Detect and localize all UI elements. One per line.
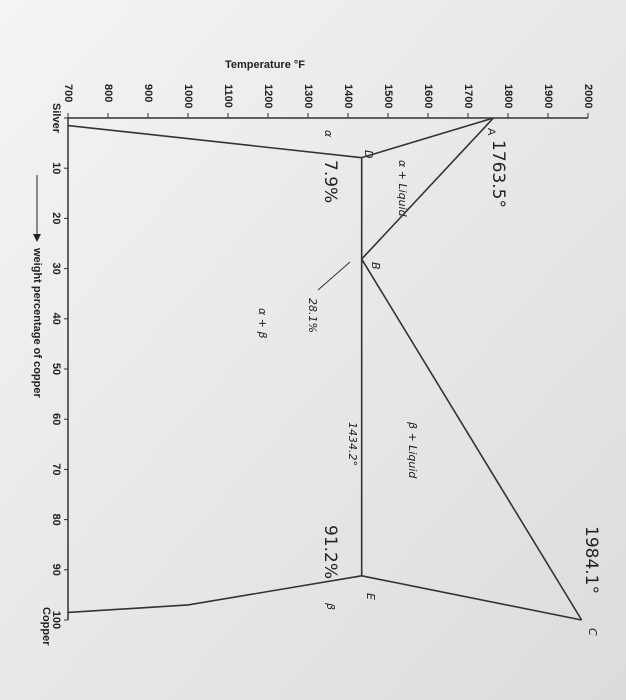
annotation: 7.9%: [320, 160, 340, 203]
y-tick-label: 1600: [422, 84, 434, 108]
y-tick-label: 1300: [302, 84, 314, 108]
x-tick-label: 40: [50, 313, 62, 325]
y-tick-label: 1200: [262, 84, 274, 108]
y-tick-label: 1900: [542, 84, 554, 108]
y-tick-label: 1700: [462, 84, 474, 108]
phase-boundary: [361, 117, 494, 159]
annotation: α + Liquid: [396, 160, 409, 218]
y-tick-label: 2000: [582, 84, 594, 108]
y-tick-label: 1400: [342, 84, 354, 108]
annotation: C: [586, 628, 599, 636]
x-tick-label: 90: [50, 564, 62, 576]
annotation: B: [369, 262, 382, 270]
x-tick-label: 20: [50, 212, 62, 224]
annotation: Copper: [40, 607, 52, 646]
x-tick-label: 50: [50, 363, 62, 375]
annotation: 1984.1°: [581, 526, 601, 594]
phase-boundary: [67, 124, 362, 159]
y-tick-label: 1500: [382, 84, 394, 108]
annotation: E: [364, 593, 377, 600]
x-tick-label: 100: [50, 611, 62, 629]
annotation: 1434.2°: [346, 422, 359, 466]
annotation: α: [322, 130, 335, 138]
annotation: α + β: [256, 308, 269, 338]
phase-boundary: [67, 575, 362, 614]
annotation: 1763.5°: [488, 140, 508, 208]
annotation: 28.1%: [306, 298, 319, 333]
annotation: β + Liquid: [406, 421, 419, 479]
x-tick-label: 10: [50, 162, 62, 174]
y-tick-label: 900: [142, 84, 154, 102]
x-tick-label: 30: [50, 262, 62, 274]
annotation: D: [362, 150, 375, 158]
y-tick-label: 1000: [182, 84, 194, 108]
y-axis-title: Temperature °F: [225, 59, 305, 71]
annotation: A: [485, 128, 497, 136]
x-tick-label: Silver: [50, 103, 62, 134]
x-tick-label: 70: [50, 463, 62, 475]
annotation: β: [324, 602, 337, 610]
y-tick-label: 1800: [502, 84, 514, 108]
phase-boundary: [361, 575, 582, 621]
y-tick-label: 700: [62, 84, 74, 102]
arrow-head: [33, 234, 41, 242]
x-axis-title: weight percentage of copper: [31, 247, 43, 398]
annotation: 91.2%: [320, 525, 340, 579]
y-tick-label: 1100: [222, 84, 234, 108]
y-tick-label: 800: [102, 84, 114, 102]
pointer: [317, 261, 351, 291]
x-tick-label: 60: [50, 413, 62, 425]
x-tick-label: 80: [50, 513, 62, 525]
